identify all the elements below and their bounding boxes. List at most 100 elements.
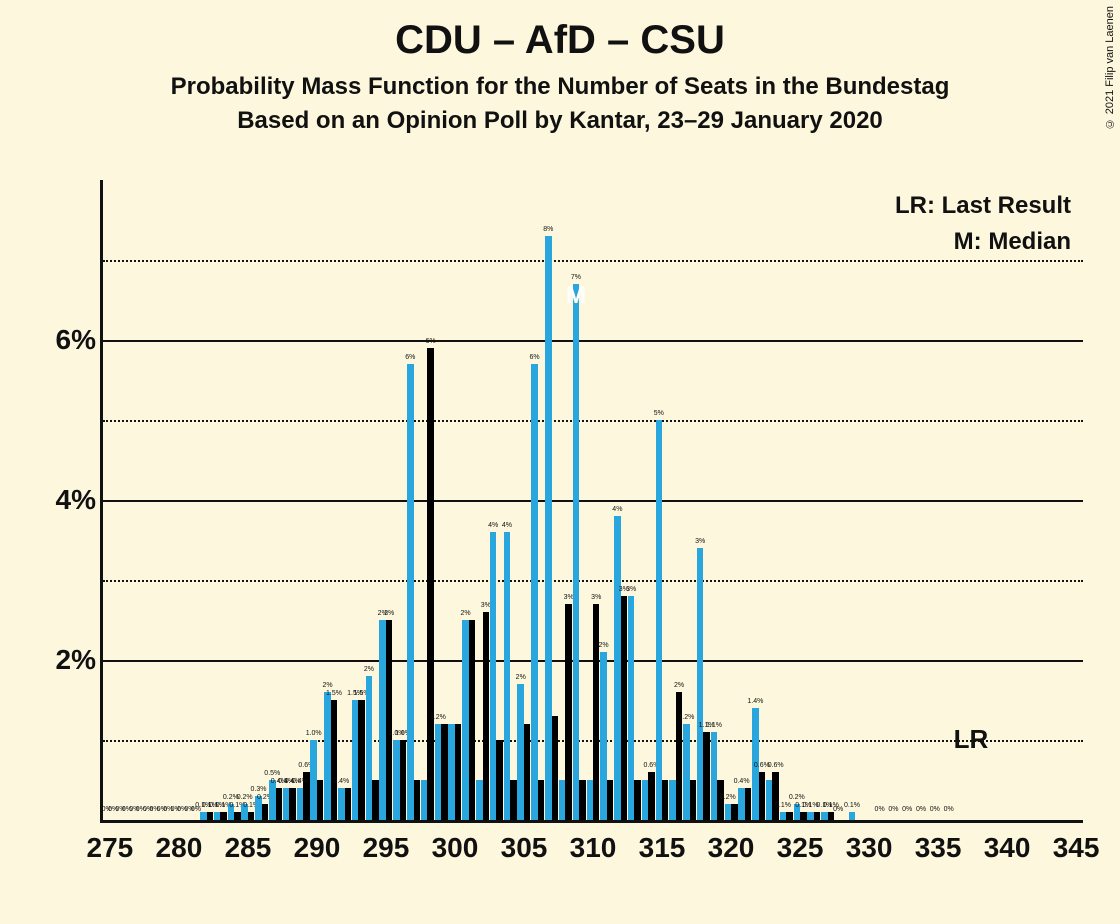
bar-series-b [800, 812, 806, 820]
bar-series-b [538, 780, 544, 820]
bar-label: 4% [502, 522, 512, 529]
bar-label: 4% [612, 506, 622, 513]
bar-series-a [573, 284, 579, 820]
bar-series-b [372, 780, 378, 820]
bar-series-b [759, 772, 765, 820]
bar-series-b [262, 804, 268, 820]
bar-series-b [248, 812, 254, 820]
bar-label: 0.2% [789, 794, 805, 801]
gridline-major [103, 500, 1083, 502]
chart-legend: LR: Last Result M: Median [895, 188, 1071, 260]
bar-label: 1.2% [678, 714, 694, 721]
bar-label: 0% [888, 806, 898, 813]
x-tick-label: 280 [156, 832, 203, 864]
bar-series-b [234, 812, 240, 820]
bar-label: 2% [322, 682, 332, 689]
bar-label: 0.4% [333, 778, 349, 785]
bar-series-a [738, 788, 744, 820]
x-tick-label: 320 [708, 832, 755, 864]
bar-series-b [414, 780, 420, 820]
gridline-minor [103, 580, 1083, 582]
x-tick-label: 335 [915, 832, 962, 864]
bar-series-b [317, 780, 323, 820]
chart-area: LR: Last Result M: Median 2%4%6%27528028… [40, 180, 1090, 880]
bar-series-a [628, 596, 634, 820]
bar-label: 1.2% [430, 714, 446, 721]
bar-label: 0% [902, 806, 912, 813]
bar-label: 0% [944, 806, 954, 813]
bar-series-a [697, 548, 703, 820]
bar-series-b [524, 724, 530, 820]
bar-label: 2% [598, 642, 608, 649]
chart-title: CDU – AfD – CSU [0, 18, 1120, 63]
bar-label: 0.6% [768, 762, 784, 769]
bar-series-b [386, 620, 392, 820]
bar-label: 0.2% [237, 794, 253, 801]
bar-label: 0.1% [775, 802, 791, 809]
bar-label: 5% [654, 410, 664, 417]
bar-label: 0.4% [734, 778, 750, 785]
bar-series-b [593, 604, 599, 820]
bar-series-b [427, 348, 433, 820]
bar-series-a [297, 788, 303, 820]
bar-series-b [220, 812, 226, 820]
x-tick-label: 345 [1053, 832, 1100, 864]
bar-label: 0.4% [292, 778, 308, 785]
x-tick-label: 310 [570, 832, 617, 864]
bar-label: 2% [460, 610, 470, 617]
bar-label: 1.4% [747, 698, 763, 705]
legend-lr: LR: Last Result [895, 188, 1071, 224]
bar-series-b [552, 716, 558, 820]
bar-series-a [504, 532, 510, 820]
bar-series-a [407, 364, 413, 820]
bar-series-b [483, 612, 489, 820]
bar-series-b [786, 812, 792, 820]
x-tick-label: 285 [225, 832, 272, 864]
bar-label: 2% [364, 666, 374, 673]
bar-series-b [276, 788, 282, 820]
bar-series-b [400, 740, 406, 820]
bar-series-b [207, 812, 213, 820]
bar-series-b [828, 812, 834, 820]
x-tick-label: 315 [639, 832, 686, 864]
bar-series-b [455, 724, 461, 820]
bar-label: 0% [930, 806, 940, 813]
bar-series-b [331, 700, 337, 820]
bar-label: 3% [626, 586, 636, 593]
title-block: CDU – AfD – CSU Probability Mass Functio… [0, 0, 1120, 135]
bar-series-b [690, 780, 696, 820]
x-tick-label: 295 [363, 832, 410, 864]
bar-label: 0.3% [251, 786, 267, 793]
bar-series-b [358, 700, 364, 820]
x-tick-label: 290 [294, 832, 341, 864]
x-tick-label: 330 [846, 832, 893, 864]
bar-series-a [587, 780, 593, 820]
bar-label: 0% [875, 806, 885, 813]
bar-series-b [814, 812, 820, 820]
bar-series-b [772, 772, 778, 820]
chart-subtitle-1: Probability Mass Function for the Number… [0, 73, 1120, 101]
bar-series-b [469, 620, 475, 820]
last-result-marker: LR [954, 724, 989, 755]
legend-m: M: Median [895, 224, 1071, 260]
bar-series-b [565, 604, 571, 820]
bar-series-b [731, 804, 737, 820]
bar-series-a [807, 812, 813, 820]
gridline-major [103, 340, 1083, 342]
bar-label: 7% [571, 274, 581, 281]
bar-label: 4% [488, 522, 498, 529]
bar-label: 0.2% [720, 794, 736, 801]
x-tick-label: 325 [777, 832, 824, 864]
bar-series-b [441, 724, 447, 820]
y-tick-label: 2% [41, 644, 96, 676]
bar-series-a [517, 684, 523, 820]
bar-series-a [849, 812, 855, 820]
bar-series-b [621, 596, 627, 820]
bar-label: 6% [529, 354, 539, 361]
y-tick-label: 4% [41, 484, 96, 516]
bar-label: 8% [543, 226, 553, 233]
median-marker: M [566, 282, 586, 310]
bar-series-b [676, 692, 682, 820]
bar-series-b [634, 780, 640, 820]
bar-series-a [656, 420, 662, 820]
